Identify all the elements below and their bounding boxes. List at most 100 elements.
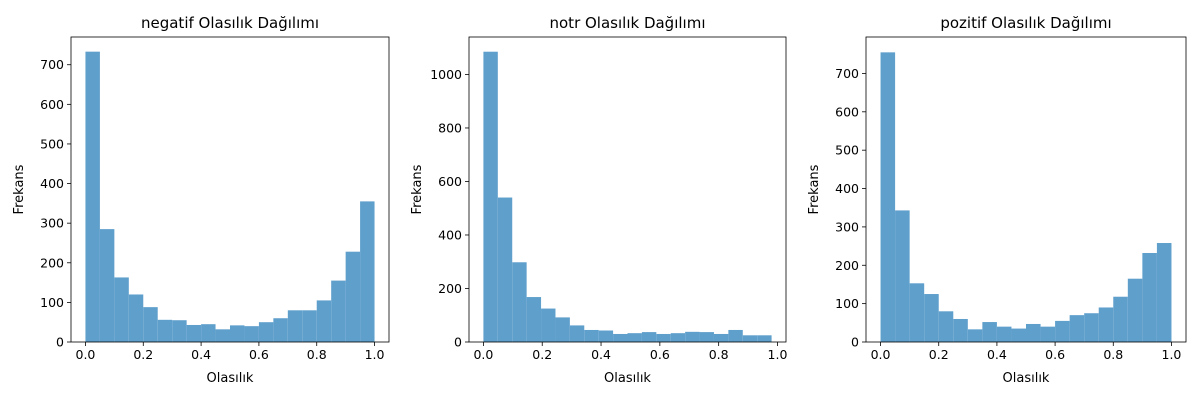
- histogram-bar: [1011, 328, 1026, 342]
- y-tick-label: 600: [835, 104, 859, 119]
- histogram-bar: [1142, 252, 1157, 342]
- chart-title: negatif Olasılık Dağılımı: [141, 14, 319, 32]
- subplot-pozitif: 0.0 0.2 0.4 0.6 0.8 1.0 0 100 200 300 400 500 600 700…: [807, 14, 1187, 386]
- y-tick-label: 200: [835, 258, 859, 273]
- y-tick-label: 400: [40, 176, 64, 191]
- x-axis-label: Olasılık: [1003, 371, 1050, 386]
- histogram-bar: [316, 300, 332, 342]
- histogram-bar: [627, 333, 642, 342]
- histogram-bar: [230, 325, 245, 342]
- histogram-bar: [742, 335, 758, 342]
- y-axis-label: Frekans: [12, 164, 27, 214]
- y-tick-label: 800: [438, 120, 462, 135]
- histogram-bar: [613, 333, 628, 342]
- histogram-bar: [699, 332, 714, 342]
- histogram-bar: [1084, 313, 1099, 342]
- histogram-bar: [186, 324, 202, 342]
- histogram-bar: [99, 229, 115, 342]
- y-tick-label: 1000: [430, 67, 462, 82]
- y-axis-label: Frekans: [410, 164, 425, 214]
- histogram-bar: [895, 210, 910, 342]
- axes-frame: [865, 36, 1187, 343]
- x-tick-label: 0.4: [987, 347, 1007, 362]
- x-tick-label: 0.4: [191, 347, 211, 362]
- histogram-bar: [360, 201, 375, 342]
- histogram-bar: [598, 330, 614, 342]
- histogram-bar: [924, 294, 939, 342]
- histogram-bar: [526, 297, 542, 342]
- histogram-bar: [757, 335, 772, 342]
- axes-frame: [70, 36, 390, 343]
- y-tick-label: 400: [438, 227, 462, 242]
- histogram-bar: [172, 320, 187, 342]
- x-tick-label: 0.8: [1103, 347, 1123, 362]
- histogram-bar: [287, 310, 303, 342]
- histogram-bar: [967, 329, 983, 342]
- y-tick-label: 500: [40, 136, 64, 151]
- histogram-bar: [953, 318, 968, 342]
- y-tick-label: 200: [438, 281, 462, 296]
- histogram-bar: [656, 333, 671, 342]
- histogram-bar: [1040, 326, 1056, 342]
- x-tick-label: 0.0: [76, 347, 96, 362]
- histogram-bar: [215, 329, 230, 342]
- histogram-bars: [85, 51, 375, 342]
- histogram-bar: [1127, 278, 1143, 342]
- x-tick-label: 0.2: [929, 347, 949, 362]
- y-tick-label: 600: [40, 97, 64, 112]
- histogram-bar: [273, 318, 288, 342]
- x-tick-label: 0.4: [591, 347, 611, 362]
- x-tick-label: 0.2: [133, 347, 153, 362]
- x-tick-label: 0.8: [709, 347, 729, 362]
- x-tick-label: 0.8: [307, 347, 327, 362]
- histogram-bar: [541, 308, 556, 342]
- subplot-notr: 0.0 0.2 0.4 0.6 0.8 1.0 0 200 400 600 800 1000 notr …: [410, 14, 787, 386]
- histogram-bar: [85, 51, 100, 342]
- histogram-bar: [909, 283, 925, 342]
- y-tick-label: 700: [835, 66, 859, 81]
- x-tick-label: 1.0: [768, 347, 788, 362]
- y-tick-label: 200: [40, 255, 64, 270]
- histogram-bar: [1156, 243, 1172, 342]
- y-tick-label: 0: [454, 335, 462, 350]
- x-tick-label: 1.0: [365, 347, 385, 362]
- histogram-bar: [345, 251, 361, 342]
- histogram-bars: [483, 51, 772, 343]
- histogram-bar: [512, 262, 527, 342]
- y-axis-label: Frekans: [807, 164, 822, 214]
- histogram-bar: [497, 197, 513, 342]
- histogram-bar: [302, 310, 317, 342]
- histogram-bar: [938, 311, 954, 342]
- histogram-bar: [1026, 323, 1041, 342]
- y-tick-label: 300: [40, 216, 64, 231]
- histogram-bar: [569, 325, 585, 342]
- histogram-bar: [128, 294, 144, 342]
- histogram-bar: [1113, 296, 1128, 342]
- histogram-bar: [143, 307, 158, 342]
- x-tick-label: 0.6: [1045, 347, 1065, 362]
- histogram-bar: [1069, 315, 1085, 342]
- x-tick-label: 0.6: [650, 347, 670, 362]
- y-tick-label: 0: [851, 335, 859, 350]
- histogram-bar: [483, 51, 498, 343]
- histogram-bar: [685, 331, 700, 342]
- y-tick-label: 500: [835, 143, 859, 158]
- chart-title: pozitif Olasılık Dağılımı: [940, 14, 1111, 32]
- y-tick-label: 700: [40, 57, 64, 72]
- x-axis-label: Olasılık: [207, 371, 254, 386]
- histogram-bar: [331, 280, 346, 342]
- histogram-bar: [201, 324, 216, 342]
- histogram-bar: [157, 319, 173, 342]
- histogram-bar: [1098, 307, 1114, 342]
- histogram-bar: [641, 332, 657, 342]
- y-tick-label: 100: [835, 296, 859, 311]
- x-axis-label: Olasılık: [604, 371, 651, 386]
- y-tick-label: 100: [40, 295, 64, 310]
- x-tick-label: 0.0: [473, 347, 493, 362]
- x-tick-label: 0.0: [871, 347, 891, 362]
- x-tick-label: 1.0: [1162, 347, 1182, 362]
- histogram-bar: [996, 326, 1012, 342]
- histogram-bar: [244, 326, 259, 342]
- histogram-bars: [880, 52, 1172, 342]
